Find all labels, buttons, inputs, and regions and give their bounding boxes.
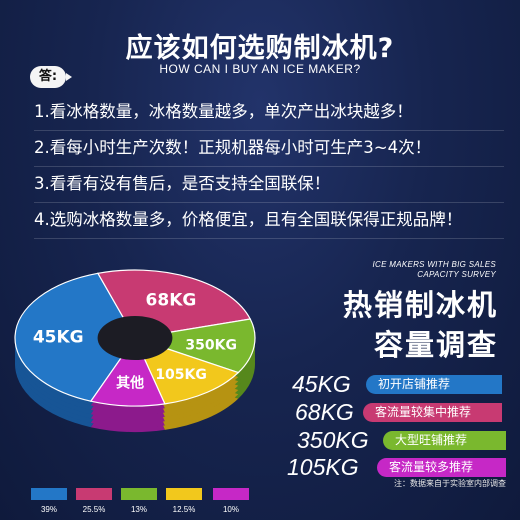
legend-swatch — [31, 488, 67, 500]
ranking-row: 68KG 客流量较集中推荐 — [295, 400, 505, 424]
ranking-capacity: 68KG — [295, 399, 354, 425]
ranking-tag: 客流量较多推荐 — [377, 458, 506, 477]
tip-item: 1.看冰格数量，冰格数量越多，单次产出冰块越多！ — [34, 95, 504, 131]
pie-center-hole — [97, 316, 173, 360]
data-source-footnote: 注：数据来自于实验室内部调查 — [394, 479, 506, 488]
pie-slice — [134, 318, 256, 374]
ranking-row: 350KG 大型旺铺推荐 — [297, 428, 507, 452]
ranking-tag: 客流量较集中推荐 — [363, 403, 502, 422]
ranking-tag: 初开店铺推荐 — [366, 375, 502, 394]
chart-legend: 39% 25.5% 13% 12.5% 10% — [0, 488, 520, 520]
survey-title-line2: 容量调查 — [373, 328, 498, 362]
ranking-tag: 大型旺铺推荐 — [383, 431, 506, 450]
legend-swatch — [76, 488, 112, 500]
pie-slice-label: 105KG — [155, 367, 207, 383]
legend-item: 10% — [212, 488, 250, 514]
pie-slice-label: 350KG — [185, 337, 237, 353]
legend-swatch — [121, 488, 157, 500]
legend-value: 39% — [40, 505, 57, 514]
legend-swatch — [166, 488, 202, 500]
survey-english-heading: ICE MAKERS WITH BIG SALES CAPACITY SURVE… — [372, 260, 496, 280]
legend-item: 13% — [120, 488, 158, 514]
tip-item: 3.看看有没有售后，是否支持全国联保！ — [34, 167, 504, 203]
pie-slice-label: 45KG — [33, 328, 84, 348]
survey-english-line1: ICE MAKERS WITH BIG SALES — [372, 260, 496, 269]
pie-slice-label: 其他 — [116, 374, 144, 391]
tip-item: 4.选购冰格数量多，价格便宜，且有全国联保得正规品牌！ — [34, 203, 504, 239]
ranking-row: 105KG 客流量较多推荐 — [287, 455, 507, 479]
ranking-row: 45KG 初开店铺推荐 — [292, 372, 502, 396]
legend-item: 25.5% — [75, 488, 113, 514]
survey-english-line2: CAPACITY SURVEY — [417, 270, 496, 279]
legend-value: 25.5% — [82, 505, 106, 514]
tips-list: 1.看冰格数量，冰格数量越多，单次产出冰块越多！ 2.看每小时生产次数！正规机器… — [34, 95, 504, 239]
survey-title-line1: 热销制冰机 — [342, 288, 498, 322]
page-title: 应该如何选购制冰机? — [125, 33, 395, 64]
pie-slice-label: 68KG — [146, 291, 197, 311]
legend-value: 12.5% — [172, 505, 196, 514]
ranking-capacity: 105KG — [287, 454, 359, 480]
pie-slice — [14, 272, 136, 402]
pie-chart: 45KG 68KG 350KG 105KG 其他 — [14, 269, 256, 432]
ranking-capacity: 45KG — [292, 371, 351, 397]
legend-item: 39% — [30, 488, 68, 514]
legend-value: 10% — [222, 505, 239, 514]
legend-item: 12.5% — [165, 488, 203, 514]
page-subtitle: HOW CAN I BUY AN ICE MAKER? — [159, 62, 361, 76]
legend-value: 13% — [130, 505, 147, 514]
ranking-capacity: 350KG — [297, 427, 369, 453]
answer-badge: 答: — [30, 66, 72, 88]
pie-slice — [133, 336, 240, 405]
pie-slice — [89, 336, 166, 407]
tip-item: 2.看每小时生产次数！正规机器每小时可生产3~4次！ — [34, 131, 504, 167]
legend-swatch — [213, 488, 249, 500]
